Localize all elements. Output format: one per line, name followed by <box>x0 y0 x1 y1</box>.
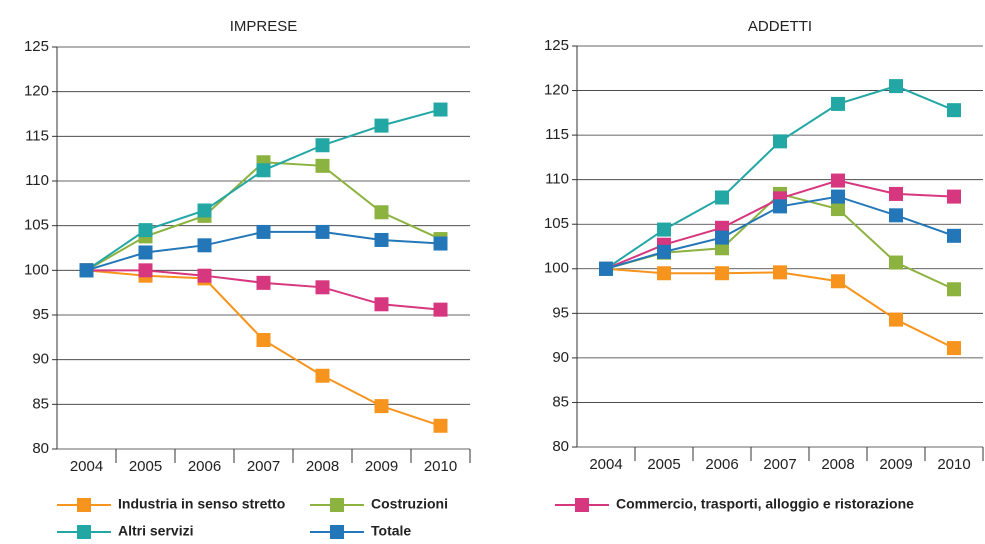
x-tick-label: 2010 <box>937 456 970 473</box>
y-tick-label: 115 <box>545 126 569 143</box>
point <box>315 158 330 173</box>
point <box>715 266 729 281</box>
x-tick-label: 2007 <box>247 458 280 475</box>
legend-label: Altri servizi <box>118 523 193 539</box>
point <box>256 163 271 178</box>
point <box>773 199 787 214</box>
point <box>715 230 729 245</box>
chart-title: IMPRESE <box>230 18 298 35</box>
point <box>773 134 787 149</box>
y-tick-label: 90 <box>552 349 569 366</box>
x-tick-label: 2005 <box>129 458 162 475</box>
y-tick-label: 95 <box>32 306 49 323</box>
legend-swatch <box>330 498 344 512</box>
point <box>889 79 903 94</box>
x-tick-label: 2006 <box>188 458 221 475</box>
y-tick-label: 125 <box>544 37 569 54</box>
x-tick-label: 2004 <box>589 456 622 473</box>
legend-label: Commercio, trasporti, alloggio e ristora… <box>616 496 914 512</box>
point <box>256 333 271 348</box>
point <box>315 224 330 239</box>
point <box>773 265 787 280</box>
x-tick-label: 2009 <box>365 458 398 475</box>
point <box>315 368 330 383</box>
legend-swatch <box>330 525 344 539</box>
point <box>197 268 212 283</box>
point <box>599 261 613 276</box>
y-tick-label: 120 <box>24 83 49 100</box>
y-tick-label: 80 <box>552 438 569 455</box>
y-tick-label: 100 <box>24 261 49 278</box>
point <box>715 190 729 205</box>
legend-swatch <box>77 498 91 512</box>
point <box>138 263 153 278</box>
point <box>315 280 330 295</box>
x-tick-label: 2006 <box>705 456 738 473</box>
point <box>374 118 389 133</box>
x-tick-label: 2009 <box>879 456 912 473</box>
point <box>197 238 212 253</box>
y-tick-label: 105 <box>544 215 569 232</box>
chart-title: ADDETTI <box>748 18 812 35</box>
y-tick-label: 90 <box>32 351 49 368</box>
y-tick-label: 125 <box>24 38 49 55</box>
series-line <box>605 267 955 349</box>
point <box>831 202 845 217</box>
point <box>831 173 845 188</box>
point <box>947 228 961 243</box>
point <box>256 275 271 290</box>
point <box>197 203 212 218</box>
x-tick-label: 2004 <box>70 458 103 475</box>
point <box>657 244 671 259</box>
point <box>433 302 448 317</box>
y-tick-label: 105 <box>24 217 49 234</box>
y-tick-label: 95 <box>552 304 569 321</box>
legend-label: Industria in senso stretto <box>118 496 285 512</box>
x-tick-label: 2008 <box>306 458 339 475</box>
point <box>256 224 271 239</box>
y-tick-label: 110 <box>25 172 49 189</box>
point <box>374 399 389 414</box>
point <box>374 205 389 220</box>
y-tick-label: 110 <box>545 171 569 188</box>
point <box>715 241 729 256</box>
point <box>831 96 845 111</box>
point <box>433 102 448 117</box>
y-tick-label: 80 <box>32 440 49 457</box>
legend-label: Costruzioni <box>371 496 448 512</box>
y-tick-label: 100 <box>544 260 569 277</box>
y-tick-label: 115 <box>25 127 49 144</box>
x-tick-label: 2005 <box>647 456 680 473</box>
y-tick-label: 85 <box>32 395 49 412</box>
point <box>831 274 845 289</box>
x-tick-label: 2010 <box>424 458 457 475</box>
point <box>947 189 961 204</box>
point <box>138 245 153 260</box>
y-tick-label: 120 <box>544 82 569 99</box>
point <box>889 312 903 327</box>
point <box>138 223 153 238</box>
point <box>657 222 671 237</box>
point <box>831 189 845 204</box>
y-tick-label: 85 <box>552 393 569 410</box>
legend-label: Totale <box>371 523 411 539</box>
x-tick-label: 2008 <box>821 456 854 473</box>
point <box>947 282 961 297</box>
point <box>79 263 94 278</box>
point <box>315 138 330 153</box>
point <box>374 297 389 312</box>
point <box>889 255 903 270</box>
point <box>889 208 903 223</box>
point <box>657 266 671 281</box>
point <box>374 232 389 247</box>
point <box>433 236 448 251</box>
point <box>433 418 448 433</box>
point <box>947 103 961 118</box>
x-tick-label: 2007 <box>763 456 796 473</box>
legend-swatch <box>77 525 91 539</box>
legend-swatch <box>575 498 589 512</box>
point <box>889 186 903 201</box>
point <box>947 341 961 356</box>
